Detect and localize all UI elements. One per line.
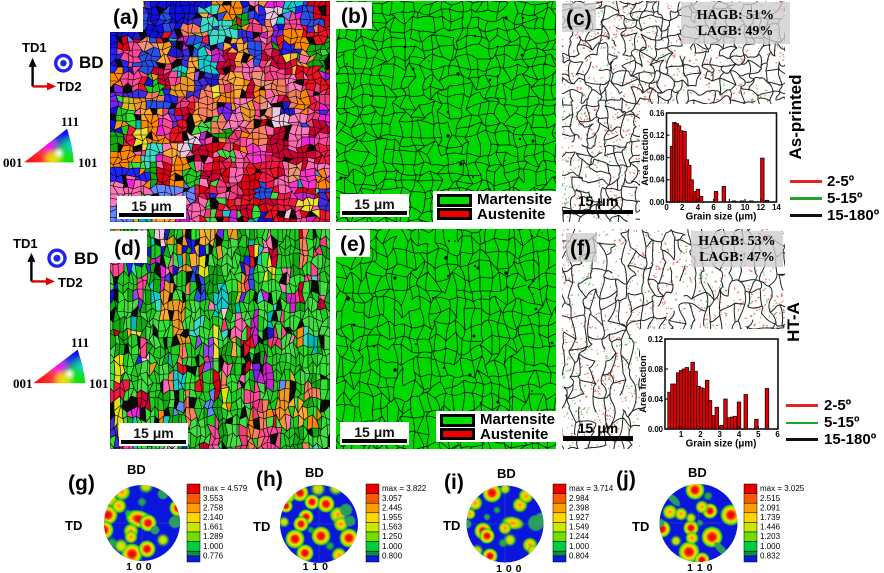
- svg-text:Grain size (μm): Grain size (μm): [686, 439, 757, 450]
- svg-text:1.739: 1.739: [760, 513, 781, 522]
- svg-text:2.515: 2.515: [760, 494, 781, 503]
- svg-text:max = 4.579: max = 4.579: [203, 484, 248, 493]
- svg-text:2: 2: [698, 430, 703, 439]
- svg-text:1.661: 1.661: [203, 523, 224, 532]
- svg-text:5: 5: [756, 430, 761, 439]
- svg-text:2.445: 2.445: [382, 503, 403, 512]
- svg-text:0.00: 0.00: [649, 198, 665, 207]
- svg-text:3.553: 3.553: [203, 494, 224, 503]
- svg-text:1: 1: [679, 430, 684, 439]
- svg-text:1.203: 1.203: [760, 532, 781, 541]
- svg-text:1.446: 1.446: [760, 523, 781, 532]
- svg-text:1.000: 1.000: [760, 542, 781, 551]
- svg-text:14: 14: [772, 203, 781, 212]
- svg-text:4: 4: [696, 203, 701, 212]
- svg-text:0.776: 0.776: [203, 551, 224, 560]
- svg-text:2: 2: [680, 203, 685, 212]
- svg-text:1.549: 1.549: [569, 523, 590, 532]
- svg-text:max = 3.714: max = 3.714: [569, 484, 614, 493]
- svg-text:1.955: 1.955: [382, 513, 403, 522]
- svg-text:2.140: 2.140: [203, 513, 224, 522]
- svg-text:Grain size (μm): Grain size (μm): [686, 212, 757, 223]
- svg-text:max = 3.822: max = 3.822: [382, 484, 427, 493]
- svg-text:0.08: 0.08: [649, 153, 665, 162]
- svg-text:6: 6: [775, 430, 780, 439]
- svg-text:0.832: 0.832: [760, 551, 781, 560]
- svg-text:0.804: 0.804: [569, 551, 590, 560]
- svg-text:1.244: 1.244: [569, 532, 590, 541]
- svg-text:0.08: 0.08: [648, 365, 664, 374]
- svg-text:0.04: 0.04: [648, 395, 664, 404]
- svg-text:2.091: 2.091: [760, 503, 781, 512]
- svg-text:0.12: 0.12: [648, 335, 664, 344]
- svg-text:2.398: 2.398: [569, 503, 590, 512]
- svg-text:1.289: 1.289: [203, 532, 224, 541]
- svg-text:0.800: 0.800: [382, 551, 403, 560]
- svg-text:0.04: 0.04: [649, 176, 665, 185]
- svg-text:max = 3.025: max = 3.025: [760, 484, 805, 493]
- svg-text:0: 0: [664, 203, 669, 212]
- svg-text:1.927: 1.927: [569, 513, 590, 522]
- svg-text:12: 12: [756, 203, 765, 212]
- svg-text:0.12: 0.12: [649, 131, 665, 140]
- svg-text:3: 3: [718, 430, 723, 439]
- svg-text:1.250: 1.250: [382, 532, 403, 541]
- svg-text:3.057: 3.057: [382, 494, 403, 503]
- svg-text:0.00: 0.00: [648, 425, 664, 434]
- svg-text:Area fraction: Area fraction: [638, 355, 648, 413]
- svg-text:2.758: 2.758: [203, 503, 224, 512]
- svg-text:8: 8: [727, 203, 732, 212]
- svg-text:6: 6: [711, 203, 716, 212]
- svg-text:2.984: 2.984: [569, 494, 590, 503]
- svg-text:10: 10: [741, 203, 750, 212]
- svg-text:1.563: 1.563: [382, 523, 403, 532]
- svg-text:Area fraction: Area fraction: [640, 128, 650, 186]
- svg-text:1.000: 1.000: [203, 542, 224, 551]
- svg-text:4: 4: [737, 430, 742, 439]
- svg-text:0.16: 0.16: [649, 109, 665, 118]
- svg-text:1.000: 1.000: [569, 542, 590, 551]
- svg-text:1.000: 1.000: [382, 542, 403, 551]
